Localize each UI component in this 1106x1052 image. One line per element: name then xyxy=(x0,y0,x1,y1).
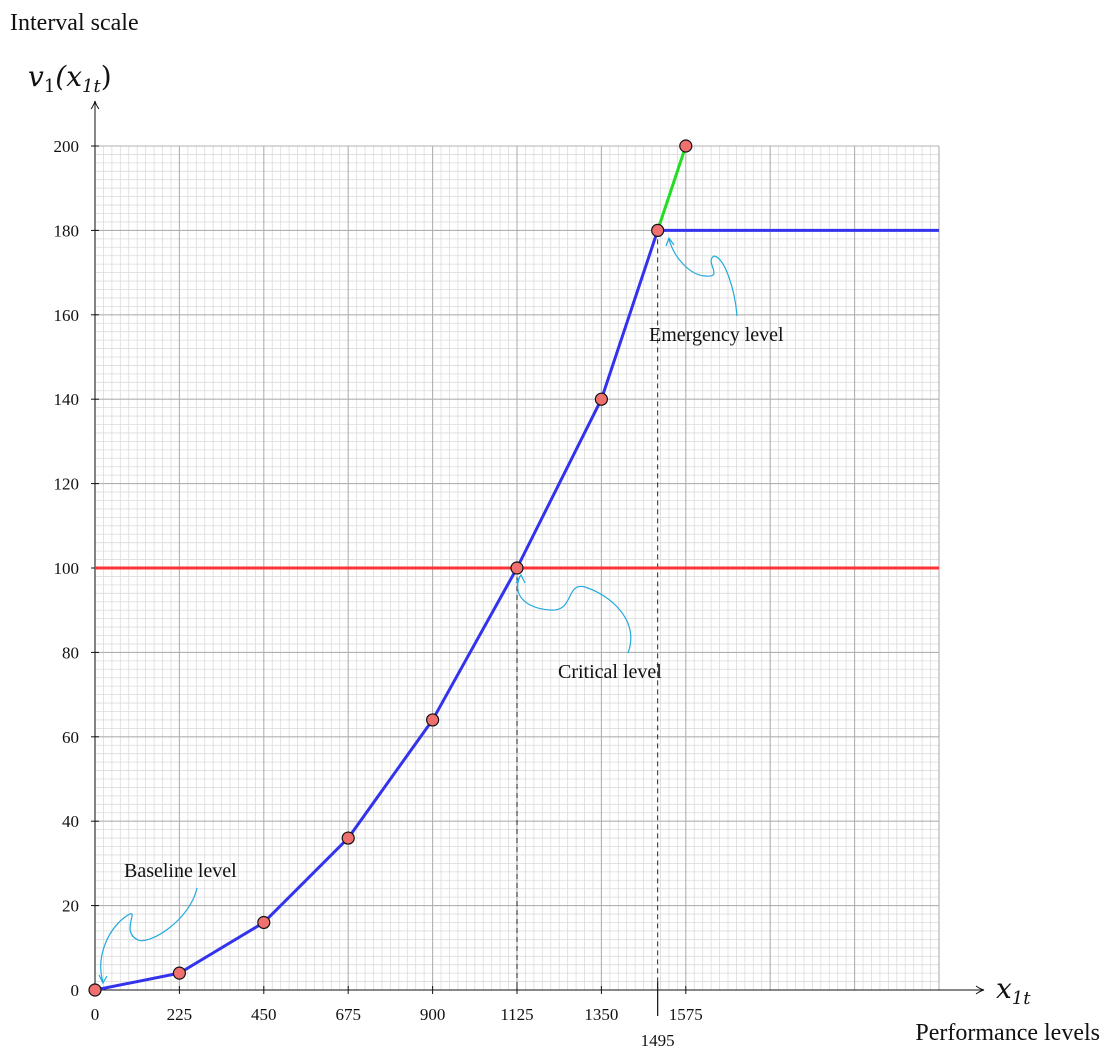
x-tick-label: 0 xyxy=(91,1005,100,1024)
axis-ticks: 0 225 450 675 900 1125 1350 1575 0 20 40 60 80 100 120… xyxy=(54,137,703,1050)
x-tick-label: 450 xyxy=(251,1005,277,1024)
data-point xyxy=(510,561,524,575)
y-tick-label: 0 xyxy=(71,981,80,1000)
data-point xyxy=(341,831,355,845)
y-tick-label: 180 xyxy=(54,221,80,240)
y-tick-label: 120 xyxy=(54,475,80,494)
data-point xyxy=(172,966,186,980)
y-axis-caption: Interval scale xyxy=(10,10,139,36)
x-tick-label: 900 xyxy=(420,1005,446,1024)
series-line xyxy=(656,145,688,231)
baseline-level-label: Baseline level xyxy=(124,860,237,882)
y-tick-label: 100 xyxy=(54,559,80,578)
x-tick-label: 1125 xyxy=(500,1005,533,1024)
x-tick-label: 675 xyxy=(335,1005,361,1024)
baseline-arrowhead xyxy=(98,974,108,985)
extra-x-tick-label: 1495 xyxy=(641,1031,675,1050)
data-point xyxy=(679,139,693,153)
dashed-reference-lines xyxy=(516,230,659,990)
x-tick-label: 1350 xyxy=(584,1005,618,1024)
y-tick-label: 40 xyxy=(62,812,79,831)
y-tick-label: 80 xyxy=(62,643,79,662)
x-axis-caption: Performance levels xyxy=(915,1020,1100,1046)
critical-arrowhead xyxy=(515,573,526,584)
emergency-arrowhead xyxy=(665,236,675,247)
x-tick-label: 1575 xyxy=(669,1005,703,1024)
data-point xyxy=(594,392,609,406)
y-tick-label: 160 xyxy=(54,306,80,325)
data-point xyxy=(651,223,665,237)
y-tick-label: 20 xyxy=(62,897,79,916)
x-axis xyxy=(95,985,985,995)
y-axis xyxy=(90,100,100,990)
critical-arrow xyxy=(517,575,632,654)
baseline-arrow xyxy=(100,887,198,983)
data-markers xyxy=(88,139,693,997)
y-tick-label: 60 xyxy=(62,728,79,747)
x-tick-label: 225 xyxy=(167,1005,193,1024)
data-point xyxy=(257,915,271,930)
y-axis-symbol: v1(x1t) xyxy=(28,60,112,97)
series-line xyxy=(94,229,660,992)
x-axis-symbol: x1t xyxy=(996,972,1031,1009)
data-point xyxy=(426,713,440,727)
y-tick-label: 140 xyxy=(54,390,80,409)
y-tick-label: 200 xyxy=(54,137,80,156)
emergency-level-label: Emergency level xyxy=(649,324,784,346)
data-point xyxy=(88,983,102,997)
critical-level-label: Critical level xyxy=(558,661,662,683)
annotation-arrows xyxy=(98,236,738,985)
emergency-arrow xyxy=(668,238,738,317)
